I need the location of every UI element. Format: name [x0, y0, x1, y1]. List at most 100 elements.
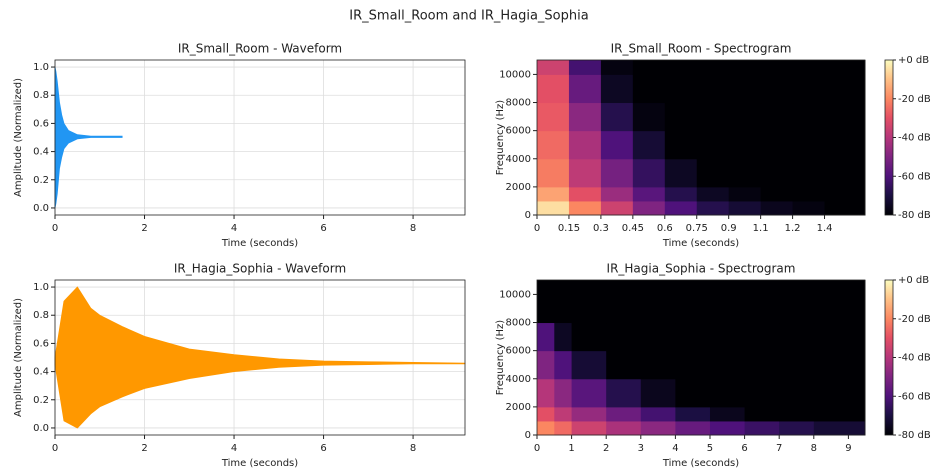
- x-tick-label: 8: [811, 443, 817, 454]
- spectrogram-cell: [537, 294, 555, 324]
- x-tick-label: 4: [231, 223, 237, 234]
- spectrogram-cell: [664, 158, 698, 188]
- x-tick-label: 2: [141, 443, 147, 454]
- spectrogram-cell: [792, 102, 826, 132]
- spectrogram-cell: [709, 322, 746, 352]
- spectrogram-cell: [760, 158, 794, 188]
- spectrogram-cell: [696, 102, 730, 132]
- spectrogram-cell: [571, 350, 607, 380]
- y-tick-label: 0.0: [33, 203, 49, 214]
- spectrogram-cell: [779, 322, 815, 352]
- y-tick-label: 6000: [506, 126, 531, 137]
- spectrogram-cell: [600, 74, 634, 104]
- y-tick-label: 8000: [506, 98, 531, 109]
- spectrogram-cell: [696, 60, 730, 75]
- spectrogram-cell: [537, 74, 570, 104]
- axes-frame: [54, 279, 466, 436]
- spectrogram-cell: [640, 294, 676, 324]
- x-tick-label: 6: [320, 223, 326, 234]
- axes-frame: [536, 59, 866, 216]
- y-axis-label: Amplitude (Normalized): [13, 78, 24, 197]
- x-tick-label: 0.75: [686, 223, 708, 234]
- spectrogram-cell: [554, 406, 573, 422]
- spectrogram-cell: [696, 74, 730, 104]
- spectrogram-cell: [709, 420, 746, 436]
- spectrogram-cell: [554, 420, 573, 436]
- spectrogram-cell: [744, 378, 780, 408]
- spectrogram-cell: [792, 186, 826, 202]
- x-tick-label: 2: [141, 223, 147, 234]
- y-tick-label: 0.6: [33, 118, 49, 129]
- spectrogram-cell: [675, 280, 711, 295]
- spectrogram-cell: [537, 350, 555, 380]
- spectrogram-cell: [813, 350, 866, 380]
- spectrogram-cell: [792, 158, 826, 188]
- y-tick-label: 4000: [506, 374, 531, 385]
- x-tick-label: 8: [410, 443, 416, 454]
- spectrogram-cell: [709, 350, 746, 380]
- spectrogram-cell: [824, 74, 866, 104]
- x-axis-label: Time (seconds): [221, 458, 298, 469]
- colorbar-tick-label: -60 dB: [898, 171, 931, 182]
- spectrogram-cell: [824, 186, 866, 202]
- axes-title: IR_Small_Room - Waveform: [178, 42, 342, 56]
- spectrogram-cell: [600, 130, 634, 160]
- spectrogram-cell: [600, 102, 634, 132]
- y-tick-label: 4000: [506, 154, 531, 165]
- colorbar: [884, 59, 894, 216]
- spectrogram-cell: [640, 322, 676, 352]
- spectrogram-cell: [728, 158, 762, 188]
- spectrogram-cell: [728, 200, 762, 216]
- spectrogram-cell: [664, 60, 698, 75]
- spectrogram-cell: [813, 280, 866, 295]
- spectrogram-cell: [760, 200, 794, 216]
- spectrogram-cell: [537, 280, 555, 295]
- colorbar: [884, 279, 894, 436]
- spectrogram-cell: [554, 322, 573, 352]
- spectrogram-cell: [606, 350, 642, 380]
- spectrogram-cell: [632, 186, 666, 202]
- spectrogram-cell: [571, 322, 607, 352]
- spectrogram-cell: [792, 200, 826, 216]
- spectrogram-cell: [664, 130, 698, 160]
- spectrogram-cell: [554, 350, 573, 380]
- spectrogram-cell: [632, 158, 666, 188]
- spectrogram-cell: [824, 130, 866, 160]
- spectrogram-cell: [744, 280, 780, 295]
- spectrogram-cell: [779, 406, 815, 422]
- x-tick-label: 4: [672, 443, 678, 454]
- x-tick-label: 1.2: [785, 223, 801, 234]
- spectrogram-cell: [568, 200, 602, 216]
- colorbar-tick-label: -20 dB: [898, 314, 931, 325]
- spectrogram-cell: [632, 74, 666, 104]
- spectrogram-cell: [824, 102, 866, 132]
- spectrogram-cell: [709, 294, 746, 324]
- spectrogram-cell: [824, 158, 866, 188]
- colorbar-tick-label: -60 dB: [898, 391, 931, 402]
- spectrogram-cell: [792, 74, 826, 104]
- spectrogram-cell: [537, 158, 570, 188]
- y-tick-label: 0.2: [33, 175, 49, 186]
- spectrogram-cell: [554, 294, 573, 324]
- colorbar-tick-label: -20 dB: [898, 94, 931, 105]
- y-tick-label: 6000: [506, 346, 531, 357]
- spectrogram-cell: [792, 60, 826, 75]
- x-tick-label: 0.9: [721, 223, 737, 234]
- x-tick-label: 9: [845, 443, 851, 454]
- spectrogram-cell: [554, 378, 573, 408]
- y-tick-label: 0.8: [33, 310, 49, 321]
- x-tick-label: 0.3: [593, 223, 609, 234]
- spectrogram-cell: [640, 420, 676, 436]
- x-tick-label: 3: [638, 443, 644, 454]
- spectrogram-cell: [744, 406, 780, 422]
- spectrogram-cell: [813, 378, 866, 408]
- spectrogram-cell: [600, 186, 634, 202]
- y-axis-label: Amplitude (Normalized): [13, 298, 24, 417]
- spectrogram-cell: [640, 378, 676, 408]
- spectrogram-cell: [744, 420, 780, 436]
- y-tick-label: 10000: [499, 69, 531, 80]
- spectrogram-cell: [632, 200, 666, 216]
- spectrogram-cell: [760, 60, 794, 75]
- x-tick-label: 0: [52, 443, 58, 454]
- spectrogram-cell: [779, 378, 815, 408]
